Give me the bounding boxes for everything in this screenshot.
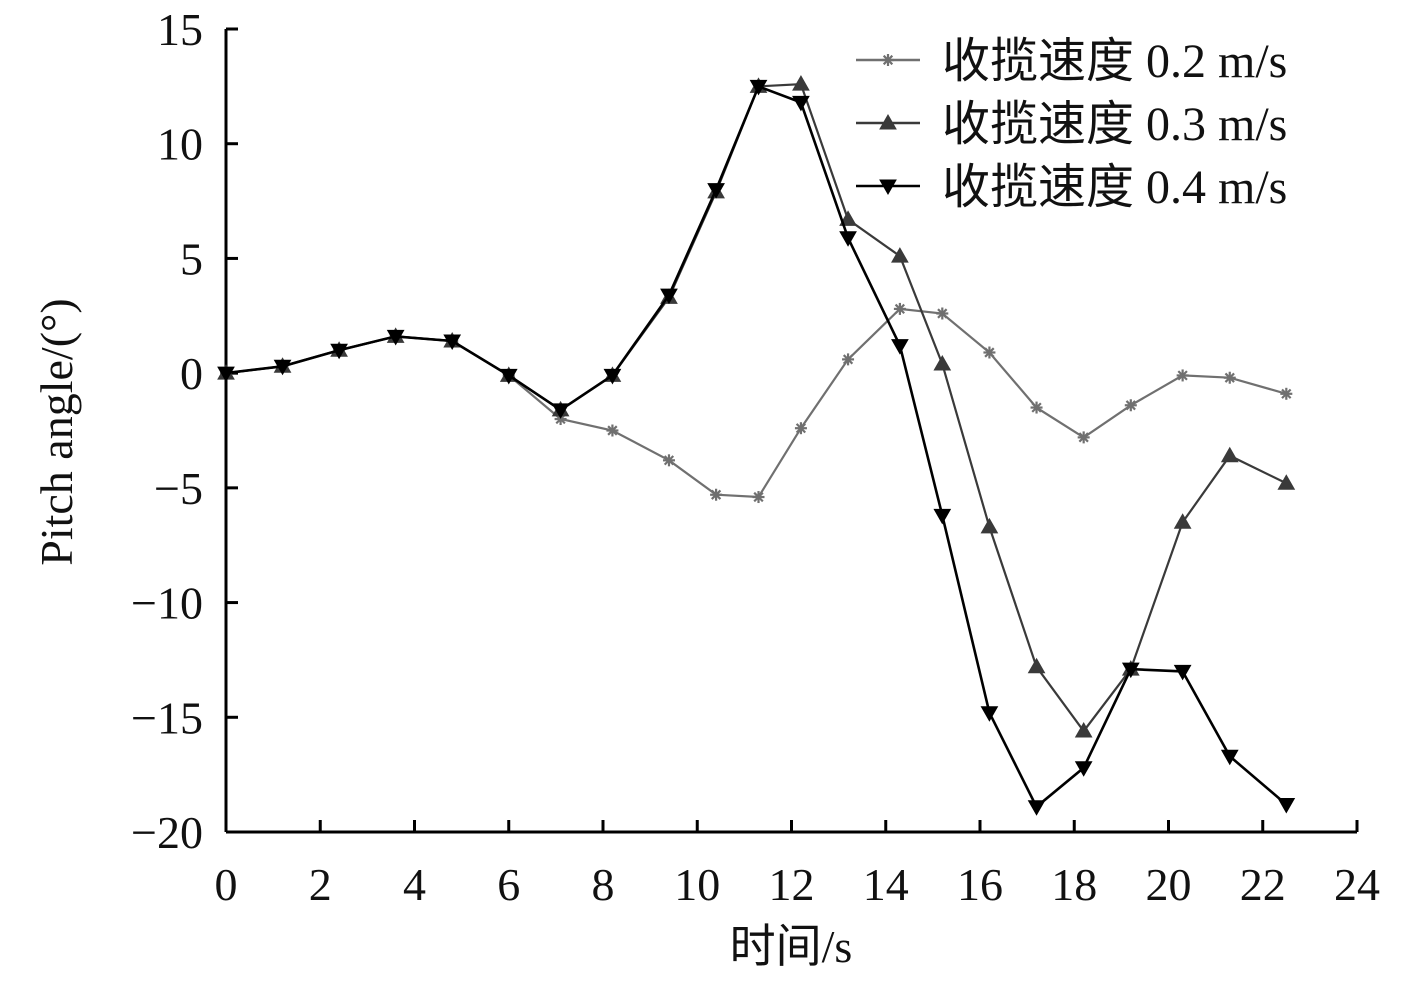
series-3-point [1220,749,1239,766]
y-tick-label: 5 [180,233,203,284]
series-3-point [749,79,768,96]
series-3-point [933,508,952,525]
legend-label: 收揽速度 0.2 m/s [942,35,1287,88]
series-3-line [225,84,1288,809]
legend-item-1: 收揽速度 0.2 m/s [856,35,1287,88]
series-3-point [551,403,570,419]
x-tick-label: 20 [1146,859,1192,910]
series-1-point [710,488,723,501]
x-axis-title: 时间/s [730,921,853,972]
x-tick-label: 12 [769,859,815,910]
series-1 [220,302,1293,504]
y-axis-title: Pitch angle/(°) [31,298,82,566]
series-1-point [983,346,996,359]
series-1-point [752,491,765,504]
legend-swatch-marker [879,179,897,196]
x-tick-label: 8 [592,859,615,910]
y-tick-label: 0 [180,348,203,399]
series-1-point [794,422,807,435]
series-1-point [1124,399,1137,412]
legend-swatch-marker [879,113,897,130]
series-3-point [707,183,725,199]
legend-label: 收揽速度 0.3 m/s [942,98,1287,151]
series-1-point [1176,369,1189,382]
series-3-point [660,288,678,305]
series-2-point [839,210,857,226]
series-1-point [662,454,675,467]
series-3-point [792,95,810,112]
x-tick-label: 4 [403,859,426,910]
series-1-point [842,353,855,366]
y-tick-label: −10 [131,578,203,629]
x-tick-label: 2 [309,859,332,910]
series-3-point [603,368,622,385]
series-3-point [1074,761,1093,777]
y-tick-label: 10 [157,119,203,170]
legend-item-2: 收揽速度 0.3 m/s [856,98,1287,151]
series-2-point [1074,722,1093,738]
series-2-point [1027,657,1046,674]
series-3-point [217,366,235,383]
series-2-point [1220,446,1239,463]
series-2-point [933,354,952,371]
series-1-point [893,302,906,315]
series-3-point [1027,800,1046,816]
series-2-point [792,75,810,91]
series-3-point [499,368,518,385]
series-1-point [1280,387,1293,400]
series-3-point [443,334,462,351]
x-tick-label: 0 [215,859,238,910]
series-3-point [386,329,405,346]
y-tick-label: −20 [131,807,203,858]
x-tick-label: 24 [1334,859,1380,910]
series-1-point [606,424,619,437]
x-tick-label: 22 [1240,859,1286,910]
series-3-point [980,706,999,722]
series-2-point [1173,513,1192,529]
x-tick-label: 10 [674,859,720,910]
series-3-point [839,231,857,247]
series-3-point [1121,662,1140,679]
y-tick-label: 15 [157,4,203,55]
series-3-point [330,343,348,360]
series-1-point [1030,401,1043,414]
legend: 收揽速度 0.2 m/s 收揽速度 0.3 m/s 收揽速度 0.4 m/s [856,35,1287,214]
legend-label: 收揽速度 0.4 m/s [942,161,1287,214]
series-1-point [1077,431,1090,444]
y-tick-label: −5 [154,463,203,514]
y-tick-label: −15 [131,692,203,743]
x-tick-label: 6 [497,859,520,910]
series-3-point [891,339,909,355]
legend-item-3: 收揽速度 0.4 m/s [856,161,1287,214]
series-layer [217,75,1296,816]
series-1-point [1223,371,1236,384]
x-tick-label: 14 [863,859,909,910]
series-3-point [1173,664,1192,681]
series-3-point [1277,797,1296,814]
legend-swatch-marker [882,54,894,66]
series-3-point [273,359,292,376]
x-tick-label: 16 [957,859,1003,910]
series-1-point [936,307,949,320]
series-2-point [891,247,909,263]
series-3 [217,79,1296,816]
series-2-point [1277,474,1296,490]
series-2-point [980,517,999,534]
x-tick-label: 18 [1051,859,1097,910]
